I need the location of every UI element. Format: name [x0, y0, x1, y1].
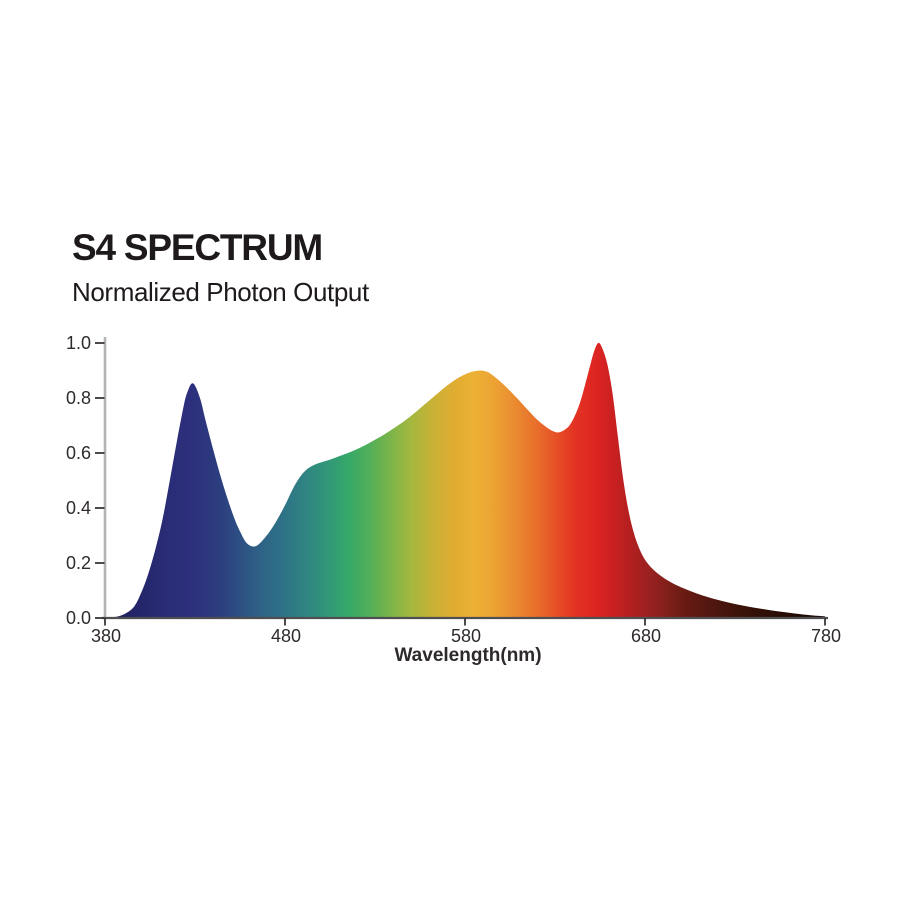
y-tick-label: 0.4	[66, 498, 91, 518]
x-tick-label: 380	[91, 626, 121, 646]
y-tick-label: 0.6	[66, 443, 91, 463]
x-tick-label: 480	[271, 626, 301, 646]
x-tick-label: 680	[631, 626, 661, 646]
x-tick-label: 580	[451, 626, 481, 646]
x-axis-title: Wavelength(nm)	[394, 645, 542, 666]
y-tick-label: 1.0	[66, 333, 91, 353]
chart-subtitle: Normalized Photon Output	[72, 277, 369, 307]
y-tick-label: 0.8	[66, 388, 91, 408]
x-tick-label: 780	[811, 626, 841, 646]
spectrum-area	[105, 342, 825, 618]
y-tick-label: 0.0	[66, 608, 91, 628]
y-tick-label: 0.2	[66, 553, 91, 573]
chart-title: S4 SPECTRUM	[72, 227, 323, 268]
